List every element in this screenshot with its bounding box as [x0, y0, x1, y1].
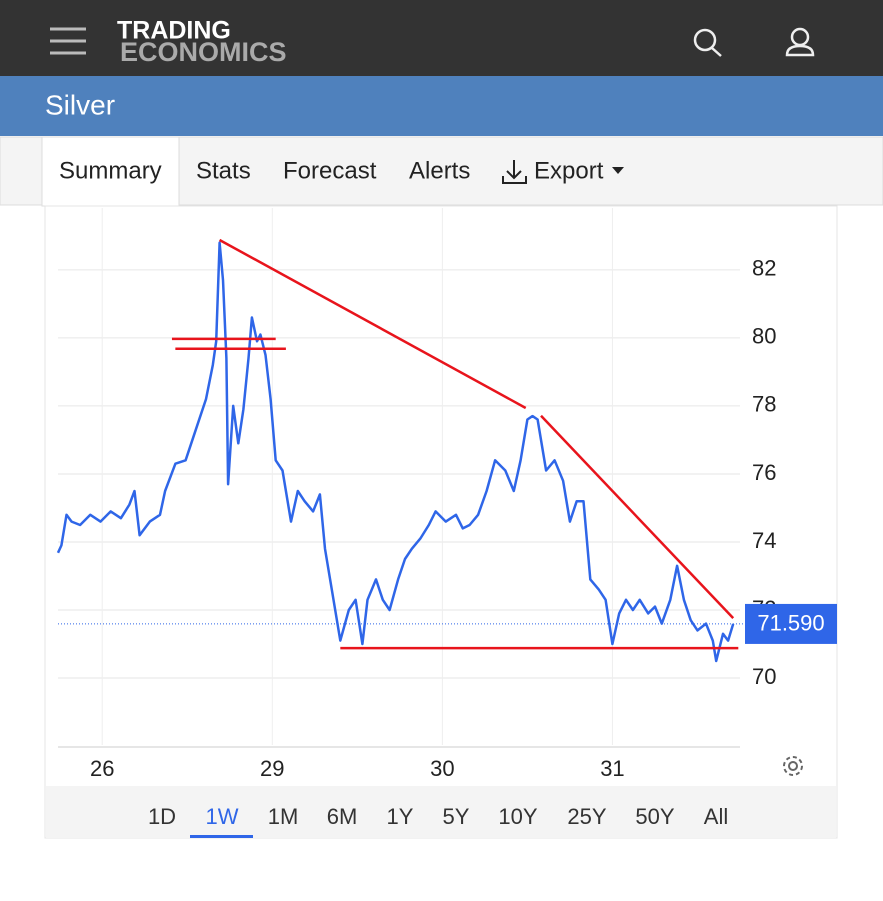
chart-card [44, 205, 838, 839]
range-button[interactable]: 6M [327, 804, 358, 829]
trend-line [218, 238, 527, 410]
price-line [56, 241, 735, 663]
range-button[interactable]: 1M [268, 804, 299, 829]
x-tick-label: 30 [430, 756, 454, 781]
top-bar [0, 0, 883, 76]
logo-top: TRADING [117, 17, 231, 45]
menu-icon[interactable] [50, 27, 86, 55]
y-tick-label: 82 [752, 256, 776, 281]
plot: 707274767880822629303171.590 [56, 208, 837, 781]
y-tick-label: 78 [752, 392, 776, 417]
range-button[interactable]: 1D [148, 804, 176, 829]
last-value-label: 71.590 [757, 611, 824, 636]
y-tick-label: 70 [752, 664, 776, 689]
title-bar [0, 76, 883, 136]
y-tick-label: 76 [752, 460, 776, 485]
range-bar [46, 786, 836, 838]
y-tick-label: 80 [752, 324, 776, 349]
range-button[interactable]: 25Y [567, 804, 606, 829]
logo-bottom: ECONOMICS [120, 37, 287, 67]
caret [612, 167, 624, 174]
settings-icon[interactable] [783, 756, 803, 776]
trend-line [540, 414, 735, 620]
range-button[interactable]: All [704, 804, 728, 829]
tab[interactable]: Summary [59, 157, 162, 184]
range-button[interactable]: 1W [206, 804, 239, 829]
x-tick-label: 29 [260, 756, 284, 781]
tab[interactable]: Forecast [283, 157, 377, 184]
search-icon[interactable] [693, 28, 722, 57]
range-button[interactable]: 50Y [635, 804, 674, 829]
range-button[interactable]: 1Y [387, 804, 414, 829]
range-underline [190, 835, 253, 838]
active-tab [41, 136, 180, 207]
range-button[interactable]: 5Y [443, 804, 470, 829]
tab[interactable]: Alerts [409, 157, 470, 184]
page-title: Silver [45, 89, 115, 120]
user-icon[interactable] [785, 27, 815, 57]
x-tick-label: 31 [600, 756, 624, 781]
range-button[interactable]: 10Y [498, 804, 537, 829]
tab[interactable]: Stats [196, 157, 251, 184]
last-value-box [745, 603, 837, 644]
tab[interactable]: Export [534, 157, 604, 184]
x-tick-label: 26 [90, 756, 114, 781]
y-tick-label: 74 [752, 528, 776, 553]
download-icon [502, 160, 527, 184]
